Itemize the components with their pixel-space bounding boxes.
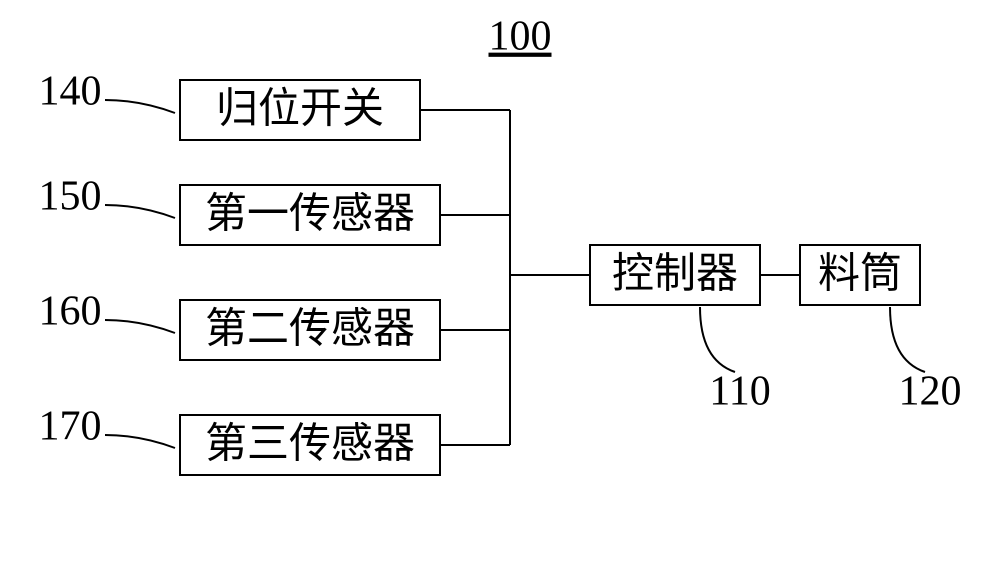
leader-110 (700, 307, 735, 372)
ref-160: 160 (39, 289, 102, 335)
block-diagram: 100 归位开关 第一传感器 第二传感器 第三传感器 控制器 料筒 140 15… (0, 0, 1000, 562)
leader-170 (105, 435, 175, 448)
box-home-switch-label: 归位开关 (216, 86, 384, 133)
box-controller-label: 控制器 (612, 252, 738, 298)
box-barrel: 料筒 (800, 245, 920, 305)
box-sensor-3-label: 第三传感器 (205, 422, 415, 468)
ref-120: 120 (899, 369, 962, 415)
leader-120 (890, 307, 925, 372)
box-sensor-2-label: 第二传感器 (205, 307, 415, 353)
leader-150 (105, 205, 175, 218)
figure-number: 100 (489, 14, 552, 60)
box-sensor-1: 第一传感器 (180, 185, 440, 245)
box-sensor-1-label: 第一传感器 (205, 192, 415, 238)
ref-150: 150 (39, 174, 102, 220)
leader-140 (105, 100, 175, 113)
box-sensor-3: 第三传感器 (180, 415, 440, 475)
ref-140: 140 (39, 69, 102, 115)
box-barrel-label: 料筒 (818, 252, 902, 298)
leader-160 (105, 320, 175, 333)
box-controller: 控制器 (590, 245, 760, 305)
box-sensor-2: 第二传感器 (180, 300, 440, 360)
ref-170: 170 (39, 404, 102, 450)
ref-110: 110 (709, 369, 770, 415)
box-home-switch: 归位开关 (180, 80, 420, 140)
